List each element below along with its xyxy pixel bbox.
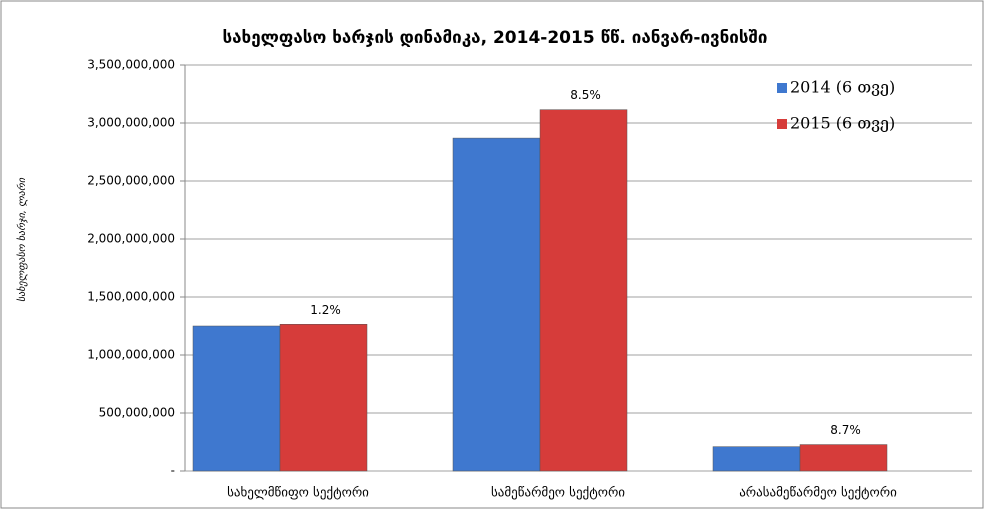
- annotation: 1.2%: [310, 303, 341, 317]
- x-tick-label: არასამეწარმეო სექტორი: [739, 486, 897, 501]
- annotation: 8.5%: [570, 88, 601, 102]
- legend-label: 2015 (6 თვე): [790, 114, 895, 133]
- legend-label: 2014 (6 თვე): [790, 78, 895, 97]
- y-tick-label: 1,500,000,000: [87, 290, 175, 304]
- bar: [799, 444, 888, 472]
- bar: [712, 446, 801, 472]
- y-tick-label: 1,000,000,000: [87, 348, 175, 362]
- y-tick-label: 2,500,000,000: [87, 174, 175, 188]
- bar: [279, 324, 368, 472]
- y-tick-label: 3,500,000,000: [87, 58, 175, 72]
- annotation: 8.7%: [830, 423, 861, 437]
- bar: [539, 109, 628, 472]
- y-tick-label: 2,000,000,000: [87, 232, 175, 246]
- y-axis-label: სახელფასო ხარჯი, ლარი: [16, 177, 28, 302]
- y-tick-label: 3,000,000,000: [87, 116, 175, 130]
- legend-swatch: [777, 119, 787, 129]
- x-tick-label: სამეწარმეო სექტორი: [491, 486, 625, 501]
- y-tick-label: -: [171, 464, 175, 478]
- x-tick-label: სახელმწიფო სექტორი: [227, 486, 369, 501]
- y-tick-label: 500,000,000: [99, 406, 175, 420]
- legend-swatch: [777, 83, 787, 93]
- chart-title: სახელფასო ხარჯის დინამიკა, 2014-2015 წწ.…: [222, 28, 767, 48]
- bar: [192, 325, 281, 472]
- bar: [452, 137, 541, 472]
